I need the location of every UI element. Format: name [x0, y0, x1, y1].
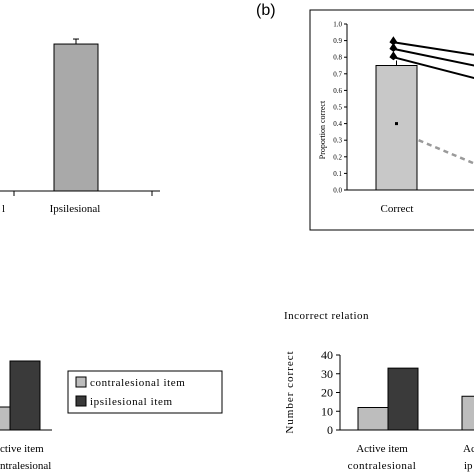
- panel-d-bar-contralesional-0: [357, 407, 389, 431]
- legend-swatch-ipsilesional: [75, 395, 87, 407]
- panel-b-y-tick-label: 0.4: [333, 120, 342, 128]
- panel-d-y-tick-label: 10: [321, 404, 333, 418]
- panel-d-y-tick-label: 40: [321, 348, 333, 362]
- panel-c-category-line-2: ntralesional: [0, 460, 51, 472]
- panel-b-category-label: Correct: [381, 203, 414, 215]
- panel-b-point: [395, 122, 398, 126]
- panel-c-bar-ipsilesional: [9, 360, 41, 431]
- panel-d-bar-ipsilesional-0: [387, 367, 419, 431]
- panel-b-y-tick-label: 0.7: [333, 70, 342, 78]
- panel-b-y-tick-label: 0.1: [333, 170, 342, 178]
- legend-label-ipsilesional: ipsilesional item: [90, 396, 173, 408]
- panel-c-chart: ctive item ntralesional: [0, 360, 52, 472]
- panel-b-chart: 0.0 0.1 0.2 0.3 0.4 0.5 0.6 0.7 0.8 0.9 1.0 Propor…: [309, 9, 474, 231]
- panel-b-label: (b): [256, 2, 276, 19]
- panel-d-bar-contralesional-1: [461, 395, 474, 431]
- panel-d-y-tick-label: 0: [327, 423, 333, 437]
- panel-d-y-axis-label: Number correct: [284, 350, 296, 433]
- panel-b-y-axis-label: Proportion correct: [318, 100, 327, 159]
- legend-swatch-contralesional: [75, 376, 87, 388]
- panel-c-bar-contralesional: [0, 406, 11, 431]
- panel-d-y-tick-label: 30: [321, 367, 333, 381]
- panel-b-y-tick-label: 0.8: [333, 54, 342, 62]
- panel-b-line-0: [393, 41, 474, 56]
- panel-b-line-marker: [389, 51, 398, 61]
- panel-a-category-label-0: l: [2, 203, 5, 215]
- panel-a-bar-ipsilesional: [53, 43, 99, 192]
- panel-b-line-3: [418, 139, 474, 165]
- panel-b-y-tick-label: 0.9: [333, 37, 342, 45]
- panel-b-line-marker: [389, 36, 398, 46]
- legend-box: [67, 370, 223, 414]
- panel-d-chart: Incorrect relation Number correct 0 10 20 3…: [284, 310, 474, 472]
- panel-b-bar-correct: [375, 65, 418, 191]
- panel-b-y-tick-label: 0.5: [333, 104, 342, 112]
- legend-label-contralesional: contralesional item: [90, 377, 185, 389]
- panel-b-frame: [309, 9, 474, 231]
- panel-d-category-0-line-2: contralesional: [348, 460, 417, 472]
- panel-b-y-tick-label: 0.3: [333, 137, 342, 145]
- panel-a-category-label-1: Ipsilesional: [50, 203, 101, 215]
- panel-d-category-1-line-1: Ac: [463, 443, 474, 455]
- panel-d-title: Incorrect relation: [284, 310, 369, 322]
- panel-b-y-tick-label: 1.0: [333, 21, 342, 29]
- panel-c-category-line-1: ctive item: [0, 443, 44, 455]
- panel-d-category-0-line-1: Active item: [356, 443, 408, 455]
- panel-d-category-1-line-2: ip: [464, 460, 473, 472]
- panel-b-line-marker: [389, 42, 398, 52]
- legend: contralesional item ipsilesional item: [67, 370, 223, 414]
- panel-b-y-tick-label: 0.2: [333, 153, 342, 161]
- panel-b-y-tick-label: 0.6: [333, 87, 342, 95]
- panel-d-y-tick-label: 20: [321, 386, 333, 400]
- panel-a-chart: l Ipsilesional: [0, 38, 160, 215]
- panel-b-y-tick-label: 0.0: [333, 187, 342, 195]
